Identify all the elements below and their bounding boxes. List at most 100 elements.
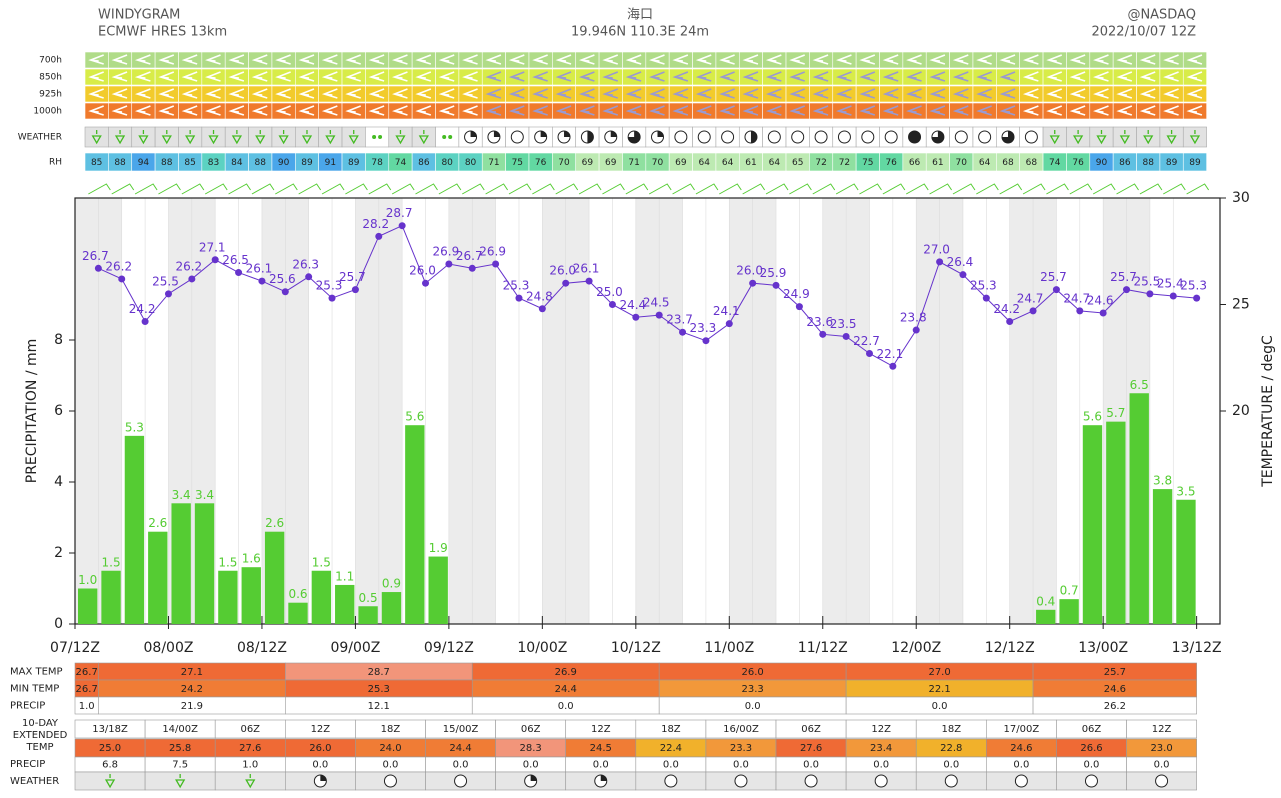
- wind-barb: [321, 54, 338, 65]
- temp-label: 24.4: [619, 298, 646, 312]
- cloud-icon: [884, 130, 898, 144]
- wind-barb: [462, 54, 478, 65]
- rh-value: 64: [979, 158, 991, 168]
- surface-barb: [485, 183, 509, 195]
- ext-precip: 0.0: [733, 760, 749, 771]
- ext-precip: 0.0: [453, 760, 469, 771]
- precip-bar: [101, 570, 121, 624]
- temp-label: 26.9: [479, 245, 506, 259]
- surface-barb: [648, 183, 672, 195]
- wind-barb: [485, 71, 502, 82]
- rh-cell: [1182, 152, 1207, 172]
- wind-barb: [251, 54, 268, 65]
- rh-value: 83: [208, 158, 219, 168]
- surface-barb: [812, 183, 836, 195]
- ext-temp: 24.5: [590, 743, 612, 754]
- precip-bar: [311, 570, 332, 624]
- rh-value: 84: [231, 158, 243, 168]
- surface-barb: [228, 183, 251, 195]
- wind-barb: [298, 71, 315, 82]
- precip-label: 3.4: [195, 488, 214, 502]
- precip-label: 5.3: [125, 420, 144, 434]
- surface-barb: [275, 183, 298, 195]
- wind-barb: [695, 88, 712, 99]
- ext-temp: 23.3: [730, 743, 752, 754]
- wind-barb: [765, 105, 782, 116]
- cloud-icon: [510, 130, 524, 144]
- wind-barb: [181, 54, 198, 65]
- wind-barb: [1163, 105, 1179, 116]
- wind-barb: [859, 88, 876, 99]
- ext-temp: 23.0: [1150, 743, 1172, 754]
- temp-point: [211, 256, 219, 264]
- rain-icon: [91, 130, 102, 145]
- wind-barb: [835, 71, 852, 82]
- precip-label: 0.5: [359, 591, 378, 605]
- ext-temp: 28.3: [520, 743, 542, 754]
- wind-barb: [1022, 71, 1039, 82]
- daily-value: 23.3: [742, 684, 764, 695]
- cloud-fill: [540, 131, 547, 137]
- wind-barb: [649, 105, 665, 116]
- coords: 19.946N 110.3E 24m: [571, 25, 709, 40]
- temp-label: 25.4: [1157, 276, 1184, 290]
- rh-value: 61: [745, 158, 756, 168]
- wind-barb: [158, 88, 175, 99]
- wind-barb: [1116, 88, 1133, 99]
- wind-barb: [672, 105, 689, 116]
- rh-value: 80: [465, 158, 477, 168]
- wind-barb: [952, 88, 969, 99]
- cloud-icon: [767, 130, 781, 144]
- wind-barb: [929, 71, 946, 82]
- wind-barb: [1186, 105, 1203, 116]
- wind-barb: [508, 105, 525, 116]
- cloud-icon: [791, 130, 805, 144]
- temp-label: 25.5: [1134, 274, 1161, 288]
- precip-bar: [148, 531, 168, 624]
- surface-barb: [859, 183, 882, 195]
- temp-label: 25.0: [596, 285, 623, 299]
- wind-barb: [532, 71, 548, 82]
- row-label: TEMP: [25, 742, 53, 753]
- place: 海口: [627, 8, 653, 23]
- surface-barb: [952, 183, 976, 195]
- wind-barb: [812, 88, 829, 99]
- temp-point: [772, 281, 780, 289]
- rh-value: 86: [418, 158, 430, 168]
- rain-icon: [395, 130, 406, 145]
- daily-value: 26.0: [742, 667, 764, 678]
- wind-barb: [415, 71, 432, 82]
- cloud-icon: [954, 130, 968, 144]
- cloud-icon: [804, 774, 818, 788]
- rh-value: 70: [558, 158, 570, 168]
- surface-barb: [835, 183, 859, 195]
- rh-value: 69: [605, 158, 617, 168]
- wind-barb: [789, 54, 805, 65]
- night-band: [822, 198, 847, 624]
- surface-barb: [1046, 183, 1069, 195]
- wind-barb: [532, 88, 548, 99]
- temp-label: 25.3: [1180, 279, 1207, 293]
- x-tick-label: 12/00Z: [891, 640, 941, 656]
- wind-barb: [999, 105, 1016, 116]
- temp-point: [1076, 307, 1084, 315]
- wind-barb: [602, 54, 619, 65]
- rain-icon: [185, 130, 196, 145]
- extended-title: EXTENDED: [13, 730, 68, 741]
- wind-barb: [508, 71, 525, 82]
- temp-label: 25.3: [970, 279, 997, 293]
- wind-barb: [906, 71, 922, 82]
- surface-barb: [391, 183, 415, 195]
- surface-barb: [1186, 183, 1210, 195]
- rain-icon: [418, 130, 429, 145]
- wind-barb: [1163, 54, 1179, 65]
- cloud-fill: [587, 131, 594, 143]
- temp-point: [328, 294, 336, 302]
- wind-barb: [368, 88, 385, 99]
- rain-icon: [1072, 130, 1084, 145]
- wind-barb: [462, 71, 478, 82]
- wind-barb: [976, 88, 992, 99]
- wind-barb: [672, 88, 689, 99]
- precip-label: 1.5: [312, 555, 331, 569]
- surface-barb: [882, 183, 906, 195]
